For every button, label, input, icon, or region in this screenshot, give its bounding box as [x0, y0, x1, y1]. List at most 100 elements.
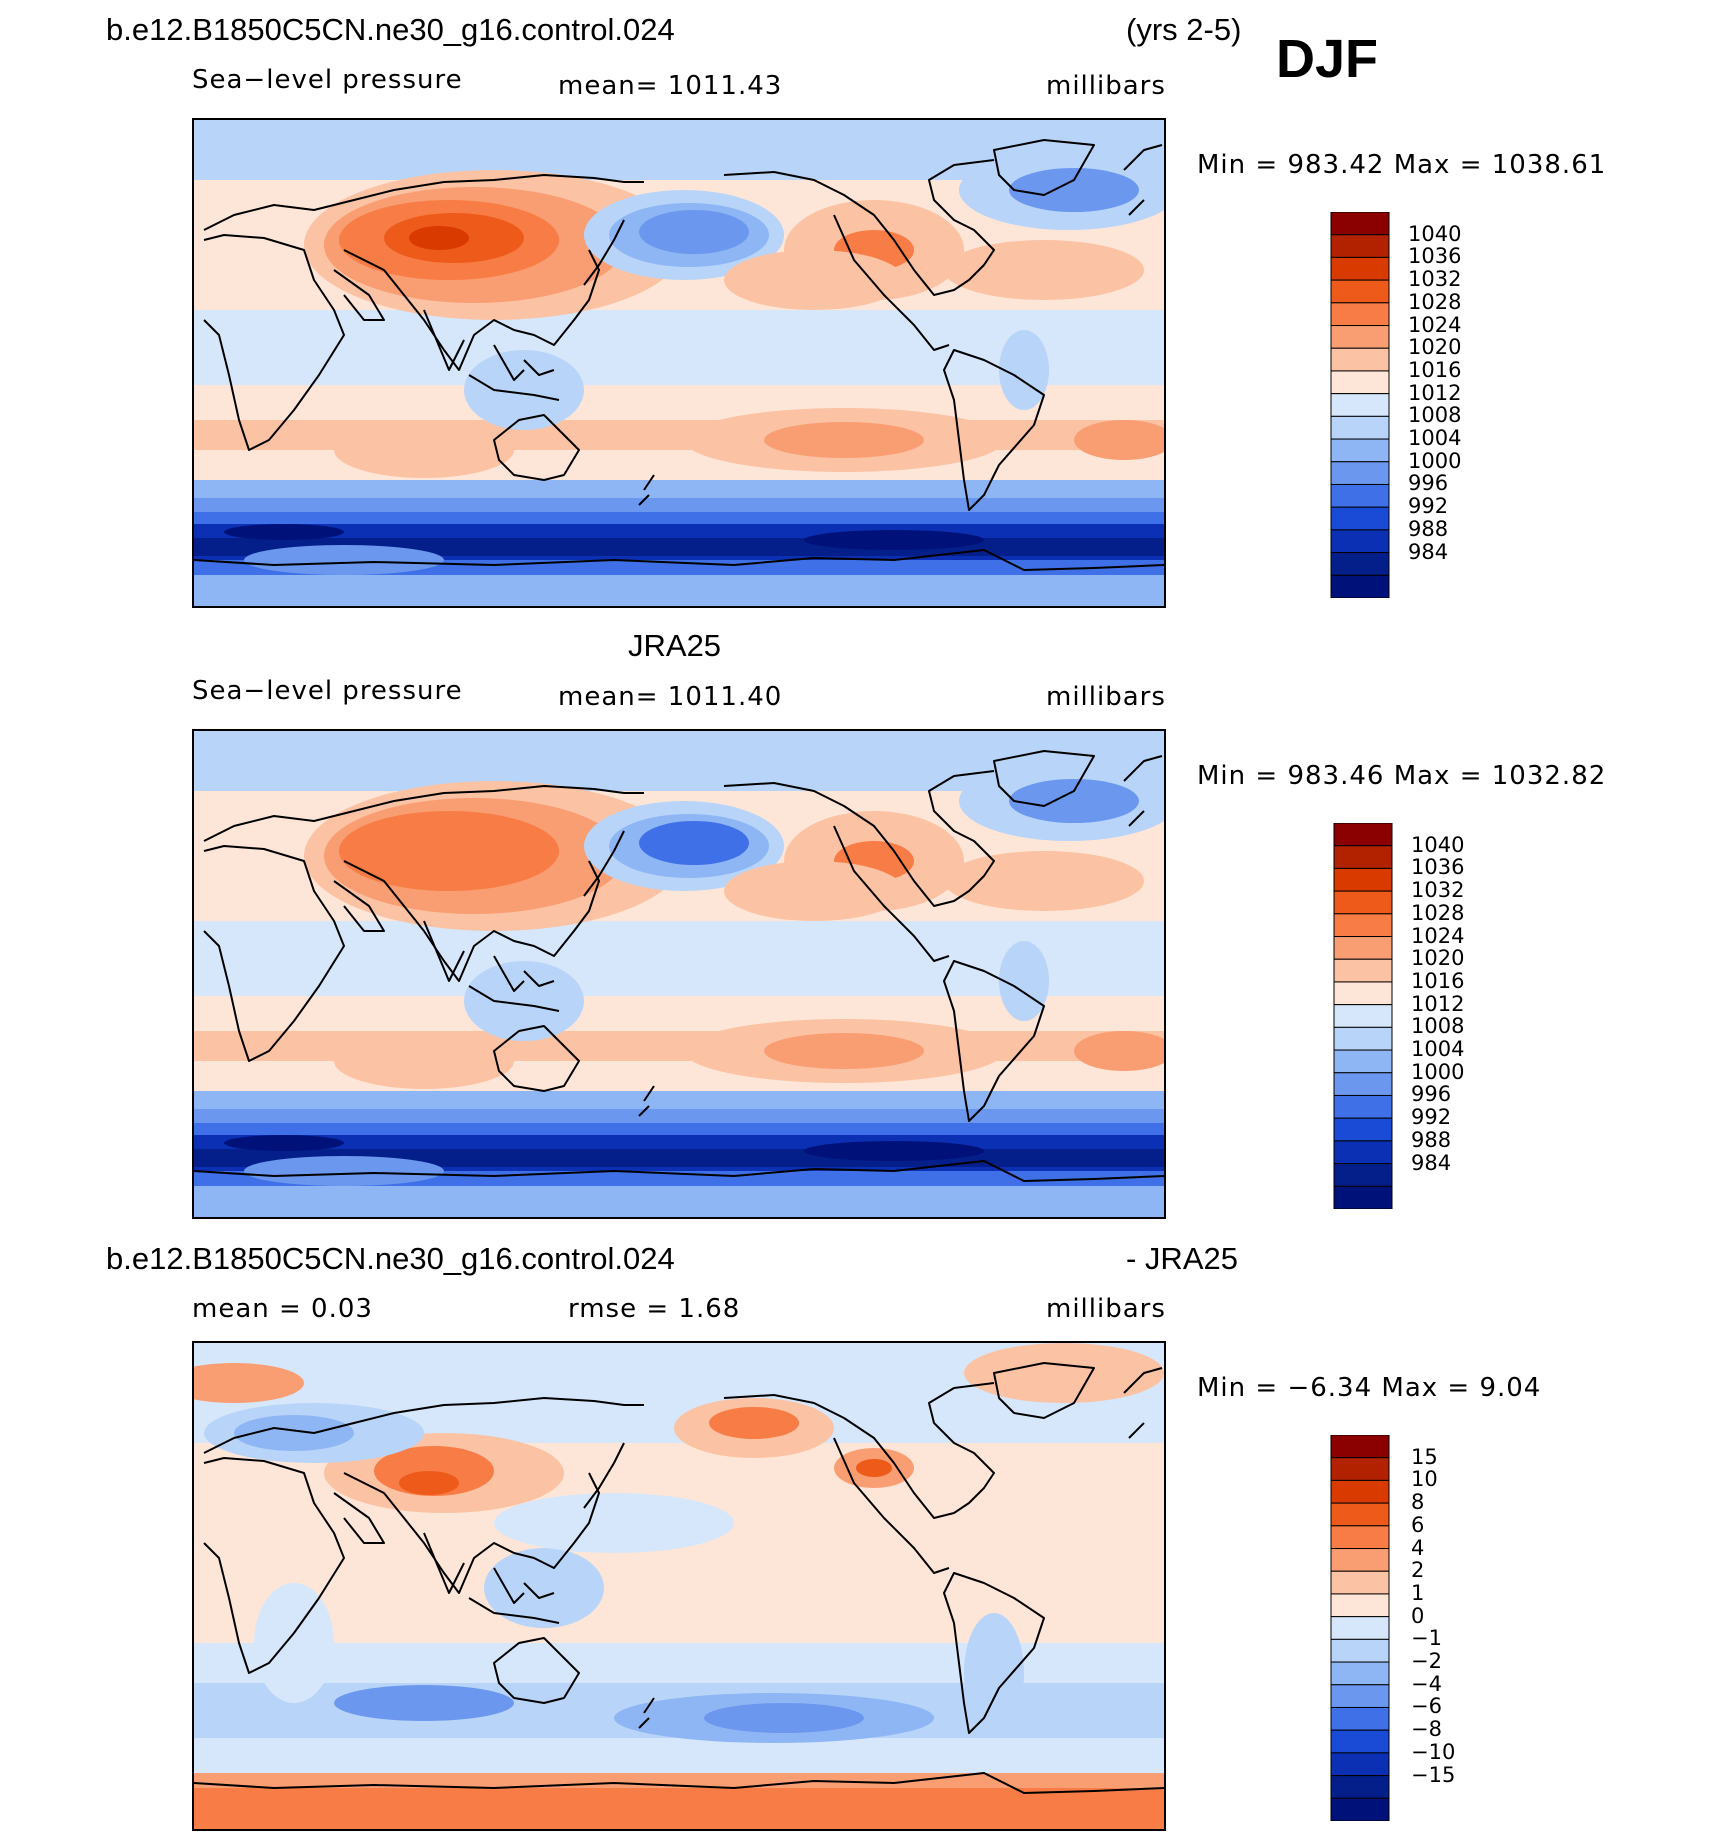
contour-region	[224, 524, 344, 540]
panel1-mean: mean= 1011.43	[558, 71, 783, 101]
coastline-segment	[523, 359, 555, 376]
contour-region	[964, 1343, 1164, 1403]
contour-region	[944, 851, 1144, 911]
coastline-segment	[203, 234, 345, 451]
panel1-years: (yrs 2-5)	[1126, 12, 1242, 47]
contour-band	[194, 1738, 1164, 1773]
coastline-segment	[638, 1085, 655, 1117]
coastline-segment	[583, 830, 625, 897]
coastline-segment	[523, 1582, 555, 1599]
colorbar-swatch	[1330, 1638, 1390, 1663]
coastlines	[194, 139, 1164, 571]
colorbar-swatch	[1330, 256, 1390, 281]
panel1-slp-map	[192, 118, 1166, 608]
contour-region	[1074, 1031, 1164, 1071]
colorbar-swatch	[1330, 529, 1390, 554]
contour-region	[1009, 779, 1139, 823]
colorbar-swatch	[1330, 1797, 1390, 1821]
coastline-segment	[203, 785, 644, 842]
colorbar-tick-label: 1008	[1408, 403, 1462, 428]
coastline-segment	[203, 845, 345, 1062]
panel1-colorbar	[1330, 212, 1390, 598]
colorbar-swatch	[1333, 1026, 1393, 1051]
panel2-slp-map	[192, 729, 1166, 1219]
contour-region	[224, 1135, 344, 1151]
contour-band	[194, 1186, 1164, 1217]
colorbar-tick-label: 1004	[1411, 1037, 1465, 1062]
coastline-segment	[583, 1442, 625, 1509]
colorbar-tick-label: 15	[1411, 1444, 1438, 1469]
colorbar-swatch	[1330, 438, 1390, 463]
contour-region	[639, 821, 749, 865]
coastline-segment	[1123, 1367, 1163, 1439]
contour-region	[709, 1407, 799, 1439]
colorbar-tick-label: 1016	[1408, 357, 1462, 382]
contour-region	[804, 1141, 984, 1161]
colorbar-tick-label: 996	[1411, 1082, 1452, 1107]
contour-region	[764, 1033, 924, 1069]
contour-region	[234, 1415, 354, 1451]
colorbar-tick-label: 1008	[1411, 1014, 1465, 1039]
contour-region	[409, 226, 469, 250]
colorbar-tick-label: 2	[1411, 1558, 1425, 1583]
colorbar-tick-label: −15	[1411, 1762, 1456, 1787]
coastline-segment	[723, 159, 995, 296]
coastline-segment	[194, 549, 1164, 571]
colorbar-swatch	[1330, 574, 1390, 598]
coastline-segment	[1123, 144, 1163, 216]
colorbar-tick-label: 984	[1408, 539, 1449, 564]
colorbar-swatch	[1330, 1457, 1390, 1481]
colorbar-swatch	[1330, 370, 1390, 395]
colorbar-swatch	[1330, 1775, 1390, 1799]
coastline-segment	[833, 214, 950, 351]
colorbar-tick-label: 1036	[1408, 244, 1462, 269]
coastline-segment	[493, 1567, 525, 1604]
colorbar-tick-label: 8	[1411, 1490, 1425, 1515]
colorbar-swatch	[1330, 1570, 1390, 1595]
contour-band	[194, 498, 1164, 516]
coastline-segment	[638, 1697, 655, 1729]
colorbar-swatch	[1330, 1525, 1390, 1550]
contour-region	[999, 941, 1049, 1021]
panel2-minmax: Min = 983.46 Max = 1032.82	[1197, 761, 1607, 791]
coastline-segment	[333, 880, 385, 932]
coastline-segment	[723, 1382, 995, 1519]
colorbar-swatch	[1333, 981, 1393, 1006]
colorbar-tick-label: 996	[1408, 471, 1449, 496]
coastline-segment	[343, 1472, 600, 1594]
colorbar-swatch	[1333, 1185, 1393, 1209]
colorbar-tick-label: 1032	[1411, 878, 1465, 903]
coastline-segment	[423, 920, 465, 982]
colorbar-tick-label: −6	[1411, 1694, 1442, 1719]
colorbar-swatch	[1333, 1140, 1393, 1165]
contour-region	[1009, 168, 1139, 212]
coastline-segment	[493, 1025, 580, 1092]
panel2-title: JRA25	[628, 628, 722, 663]
coastline-segment	[333, 269, 385, 321]
colorbar-swatch	[1333, 823, 1393, 847]
contour-region	[399, 1471, 459, 1495]
colorbar-swatch	[1330, 212, 1390, 236]
colorbar-tick-label: 6	[1411, 1512, 1425, 1537]
colorbar-swatch	[1330, 347, 1390, 372]
colorbar-swatch	[1330, 1706, 1390, 1731]
colorbar-swatch	[1333, 845, 1393, 869]
colorbar-tick-label: 4	[1411, 1535, 1425, 1560]
coastline-segment	[493, 414, 580, 481]
coastline-segment	[203, 174, 644, 231]
coastline-segment	[343, 860, 600, 982]
panel3-units: millibars	[1046, 1294, 1166, 1324]
coastline-segment	[468, 1597, 560, 1624]
coastline-segment	[468, 374, 560, 401]
colorbar-swatch	[1330, 234, 1390, 258]
colorbar-swatch	[1330, 1752, 1390, 1777]
season-label: DJF	[1276, 29, 1379, 89]
contour-region	[704, 1703, 864, 1733]
colorbar-swatch	[1330, 279, 1390, 304]
colorbar-tick-label: 1000	[1411, 1059, 1465, 1084]
colorbar-tick-label: 1028	[1408, 289, 1462, 314]
coastline-segment	[723, 770, 995, 907]
colorbar-tick-label: 1024	[1411, 923, 1465, 948]
colorbar-tick-label: 1016	[1411, 968, 1465, 993]
panel2-colorbar	[1333, 823, 1393, 1209]
